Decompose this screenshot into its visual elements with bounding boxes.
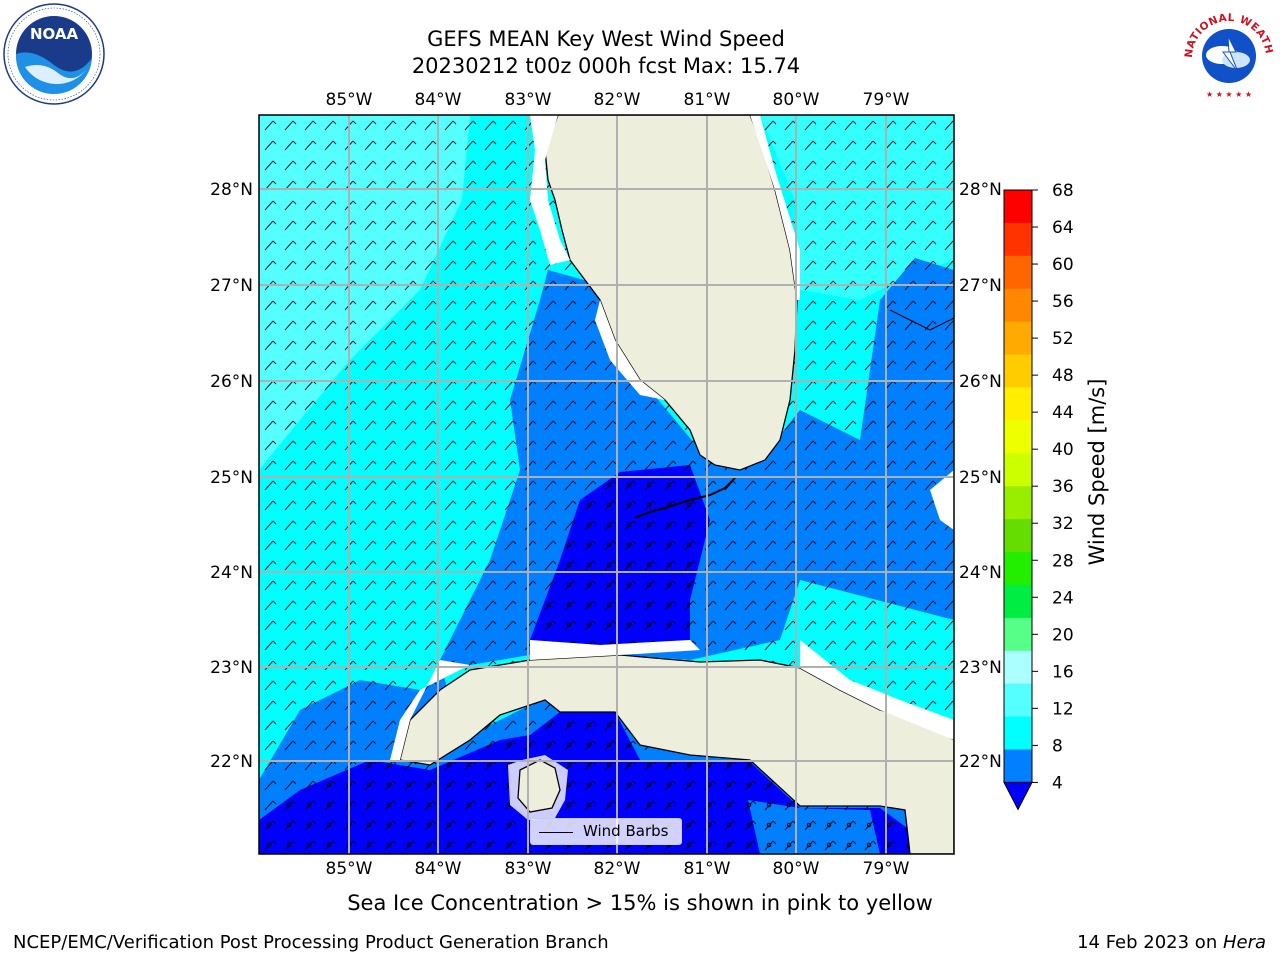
colorbar-tick-label: 36 — [1052, 477, 1074, 497]
lat-labels-left: 28°N 27°N 26°N 25°N 24°N 23°N 22°N — [210, 180, 253, 772]
wind-barbs-legend: Wind Barbs — [530, 818, 682, 845]
colorbar-extend-arrow — [1003, 781, 1033, 811]
colorbar-segment — [1004, 222, 1032, 257]
colorbar-tick-label: 48 — [1052, 366, 1074, 386]
lat-tick: 24°N — [959, 563, 1002, 583]
map-gridlines — [259, 115, 954, 854]
colorbar-tick-label: 56 — [1052, 292, 1074, 312]
lon-labels-top: 85°W 84°W 83°W 82°W 81°W 80°W 79°W — [326, 90, 910, 110]
lat-tick: 26°N — [959, 372, 1002, 392]
colorbar-segment — [1004, 683, 1032, 718]
lat-tick: 24°N — [210, 563, 253, 583]
lat-tick: 22°N — [210, 752, 253, 772]
forecast-subtitle: 20230212 t00z 000h fcst Max: 15.74 — [411, 54, 801, 78]
colorbar-segment — [1004, 453, 1032, 487]
colorbar-tick-label: 40 — [1052, 440, 1074, 460]
colorbar — [1003, 189, 1033, 811]
florida-keys — [634, 477, 736, 519]
sea-ice-note: Sea Ice Concentration > 15% is shown in … — [347, 891, 933, 915]
lon-tick: 85°W — [326, 859, 373, 879]
footer-date: 14 Feb 2023 on Hera — [1077, 932, 1266, 953]
footer-branch: NCEP/EMC/Verification Post Processing Pr… — [13, 932, 609, 953]
lat-tick: 22°N — [959, 752, 1002, 772]
lon-tick: 80°W — [773, 90, 820, 110]
lon-tick: 81°W — [684, 859, 731, 879]
nws-logo: NATIONAL WEATHER SERVICE ★ ★ ★ ★ ★ — [1178, 2, 1277, 101]
lon-tick: 84°W — [415, 90, 462, 110]
colorbar-tick-label: 32 — [1052, 514, 1074, 534]
lon-tick: 79°W — [863, 90, 910, 110]
colorbar-tick-label: 68 — [1052, 181, 1074, 201]
colorbar-tick-label: 20 — [1052, 625, 1074, 645]
colorbar-segment — [1004, 354, 1032, 388]
colorbar-segment — [1004, 584, 1032, 619]
lon-tick: 85°W — [326, 90, 373, 110]
colorbar-segment — [1004, 190, 1032, 224]
lat-labels-right: 28°N 27°N 26°N 25°N 24°N 23°N 22°N — [959, 180, 1002, 772]
colorbar-title: Wind Speed [m/s] — [1085, 378, 1109, 566]
colorbar-tick-label: 28 — [1052, 551, 1074, 571]
lat-tick: 28°N — [959, 180, 1002, 200]
colorbar-tick-label: 64 — [1052, 218, 1074, 238]
colorbar-ticks: 68 64 60 56 52 48 44 40 36 32 28 24 20 16 12 8 4 — [1032, 181, 1074, 793]
lat-tick: 27°N — [959, 276, 1002, 296]
legend-line-swatch — [539, 832, 573, 833]
lon-tick: 80°W — [773, 859, 820, 879]
lon-labels-bottom: 85°W 84°W 83°W 82°W 81°W 80°W 79°W — [326, 859, 910, 879]
lat-tick: 28°N — [210, 180, 253, 200]
noaa-logo: NOAA — [3, 3, 105, 105]
noaa-logo-text: NOAA — [30, 25, 79, 43]
lon-tick: 82°W — [594, 90, 641, 110]
colorbar-tick-label: 16 — [1052, 662, 1074, 682]
lat-tick: 26°N — [210, 372, 253, 392]
colorbar-segment — [1004, 650, 1032, 685]
colorbar-tick-label: 8 — [1052, 736, 1063, 756]
map-plot-area — [259, 115, 954, 854]
colorbar-tick-label: 60 — [1052, 255, 1074, 275]
lon-tick: 79°W — [863, 859, 910, 879]
lat-tick: 25°N — [210, 468, 253, 488]
lon-tick: 84°W — [415, 859, 462, 879]
lon-tick: 82°W — [594, 859, 641, 879]
colorbar-segment — [1004, 519, 1032, 553]
colorbar-segment — [1004, 617, 1032, 652]
lon-tick: 83°W — [505, 90, 552, 110]
colorbar-tick-label: 24 — [1052, 588, 1074, 608]
legend-label: Wind Barbs — [583, 822, 669, 840]
colorbar-segment — [1004, 486, 1032, 520]
colorbar-segment — [1004, 387, 1032, 421]
colorbar-tick-label: 52 — [1052, 329, 1074, 349]
colorbar-tick-label: 4 — [1052, 773, 1063, 793]
colorbar-segment — [1004, 288, 1032, 323]
colorbar-segment — [1004, 552, 1032, 586]
colorbar-segment — [1004, 255, 1032, 290]
lat-tick: 23°N — [210, 658, 253, 678]
lon-tick: 81°W — [684, 90, 731, 110]
lon-tick: 83°W — [505, 859, 552, 879]
colorbar-tick-label: 12 — [1052, 699, 1074, 719]
colorbar-segment — [1004, 749, 1032, 783]
svg-text:★ ★ ★ ★ ★: ★ ★ ★ ★ ★ — [1206, 90, 1252, 99]
colorbar-segment — [1004, 321, 1032, 356]
lat-tick: 23°N — [959, 658, 1002, 678]
colorbar-segment — [1004, 420, 1032, 454]
colorbar-tick-label: 44 — [1052, 403, 1074, 423]
colorbar-segment — [1004, 716, 1032, 751]
map-title: GEFS MEAN Key West Wind Speed — [427, 27, 785, 51]
lat-tick: 25°N — [959, 468, 1002, 488]
footer-host: Hera — [1222, 932, 1266, 953]
lat-tick: 27°N — [210, 276, 253, 296]
map-frame — [258, 114, 955, 855]
